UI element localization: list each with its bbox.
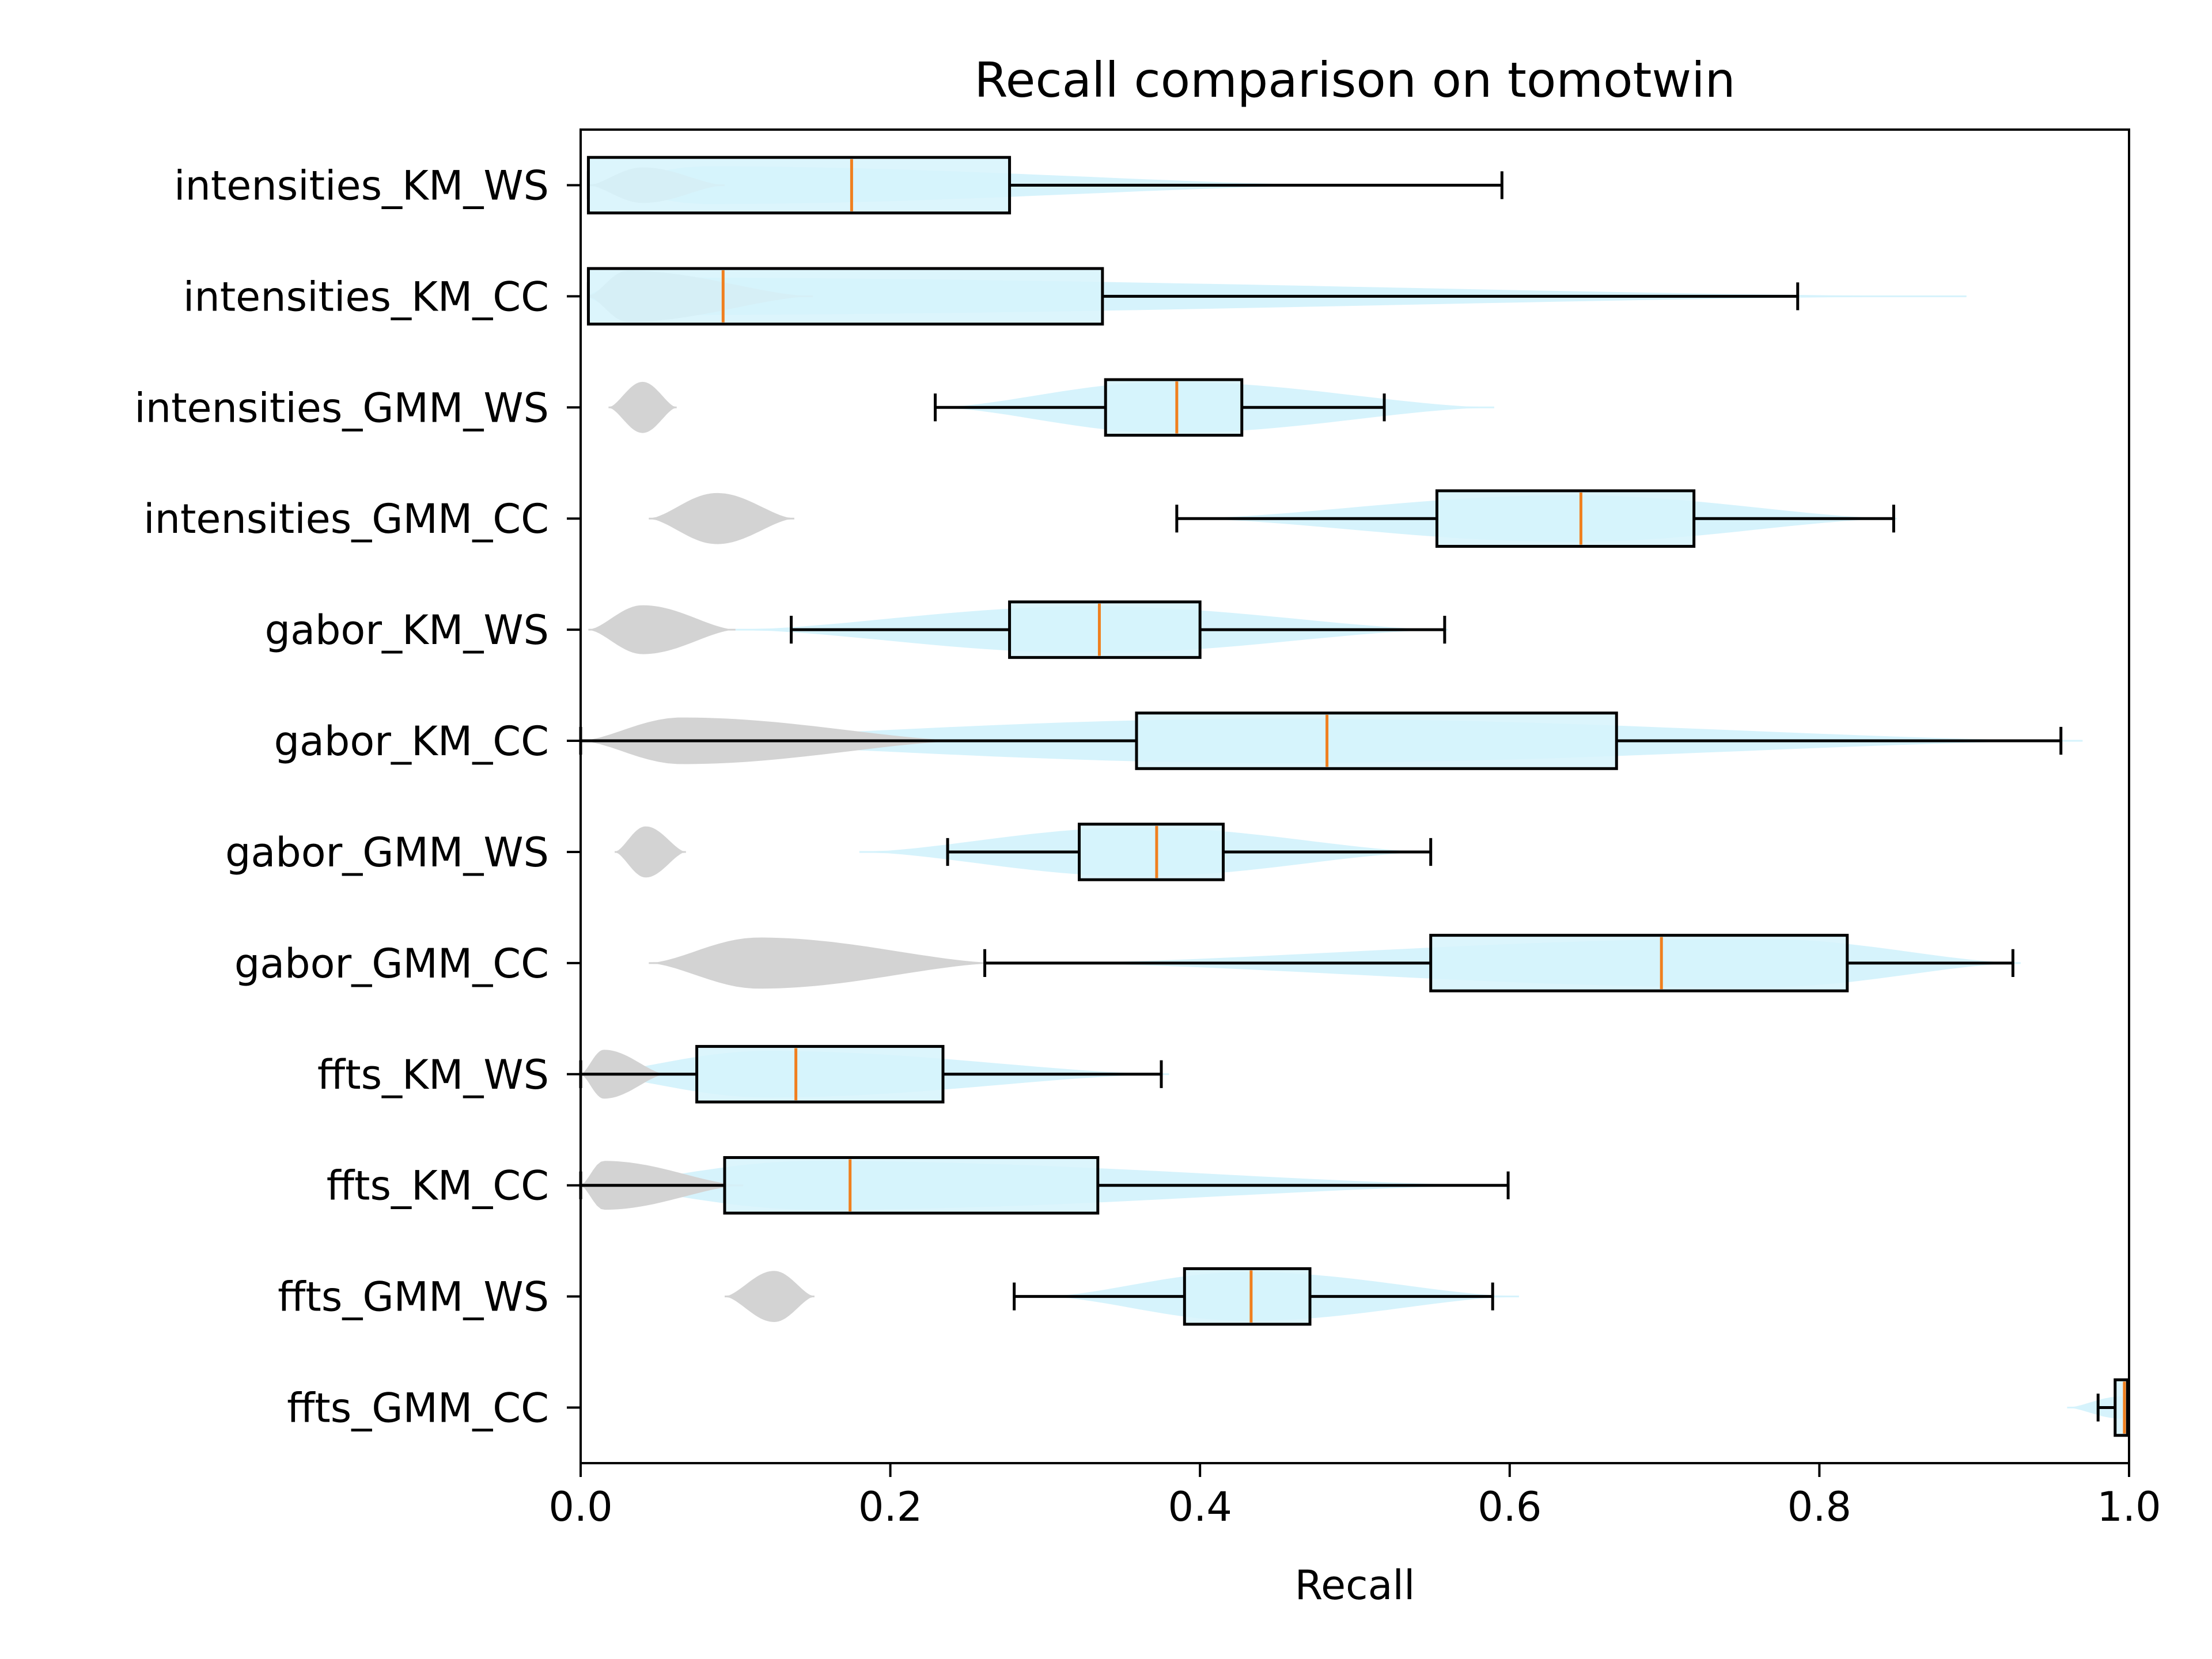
violin-secondary-intensities_GMM_WS <box>608 381 677 433</box>
y-tick-label-gabor_GMM_WS: gabor_GMM_WS <box>225 829 549 876</box>
box-ffts_KM_CC <box>723 1156 1100 1215</box>
chart-title: Recall comparison on tomotwin <box>974 52 1736 108</box>
x-tick-label-0.0: 0.0 <box>548 1483 612 1531</box>
box-gabor_GMM_CC <box>1429 934 1849 993</box>
x-tick-label-0.6: 0.6 <box>1478 1483 1541 1531</box>
box-ffts_GMM_WS <box>1183 1267 1312 1326</box>
y-axis: intensities_KM_WS intensities_KM_CCintens… <box>134 162 581 1432</box>
x-tick-label-0.2: 0.2 <box>858 1483 922 1531</box>
y-tick-label-ffts_KM_CC: ffts_KM_CC <box>327 1162 549 1210</box>
violin-secondary-gabor_GMM_CC <box>649 937 999 989</box>
violin-secondary-gabor_KM_WS <box>588 605 736 654</box>
boxes-layer <box>579 156 2129 1437</box>
x-axis-label: Recall <box>1295 1562 1415 1609</box>
box-intensities_GMM_CC <box>1435 489 1696 548</box>
violin-secondary-intensities_GMM_CC <box>649 493 794 544</box>
y-tick-label-ffts_GMM_WS: ffts_GMM_WS <box>278 1274 549 1321</box>
box-gabor_GMM_WS <box>1078 823 1225 881</box>
y-tick-label-gabor_KM_CC: gabor_KM_CC <box>274 718 549 765</box>
x-tick-label-1.0: 1.0 <box>2097 1483 2161 1531</box>
y-tick-label-gabor_KM_WS: gabor_KM_WS <box>265 607 549 654</box>
box-ffts_KM_WS <box>695 1045 945 1104</box>
box-intensities_GMM_WS <box>1104 378 1244 437</box>
violin-secondary-ffts_GMM_WS <box>725 1271 815 1322</box>
violins-layer <box>581 166 2129 1419</box>
x-axis: 0.0 0.2 0.4 0.6 0.8 1.0 <box>548 1463 2161 1531</box>
y-tick-label-intensities_KM_CC: intensities_KM_CC <box>183 273 549 320</box>
plot-area-frame <box>579 128 2130 1464</box>
y-tick-label-gabor_GMM_CC: gabor_GMM_CC <box>234 940 549 987</box>
box-gabor_KM_WS <box>1008 600 1202 659</box>
y-tick-label-intensities_GMM_WS: intensities_GMM_WS <box>134 384 549 431</box>
x-tick-label-0.8: 0.8 <box>1787 1483 1851 1531</box>
y-tick-label-intensities_KM_WS: intensities_KM_WS <box>174 162 549 209</box>
box-intensities_KM_WS <box>586 156 1012 215</box>
y-tick-label-ffts_GMM_CC: ffts_GMM_CC <box>287 1385 549 1432</box>
x-tick-label-0.4: 0.4 <box>1168 1483 1232 1531</box>
y-tick-label-intensities_GMM_CC: intensities_GMM_CC <box>143 495 549 543</box>
y-tick-label-ffts_KM_WS: ffts_KM_WS <box>317 1051 549 1099</box>
box-intensities_KM_CC <box>586 267 1104 326</box>
violin-secondary-gabor_GMM_WS <box>615 826 686 878</box>
box-gabor_KM_CC <box>1135 711 1618 770</box>
